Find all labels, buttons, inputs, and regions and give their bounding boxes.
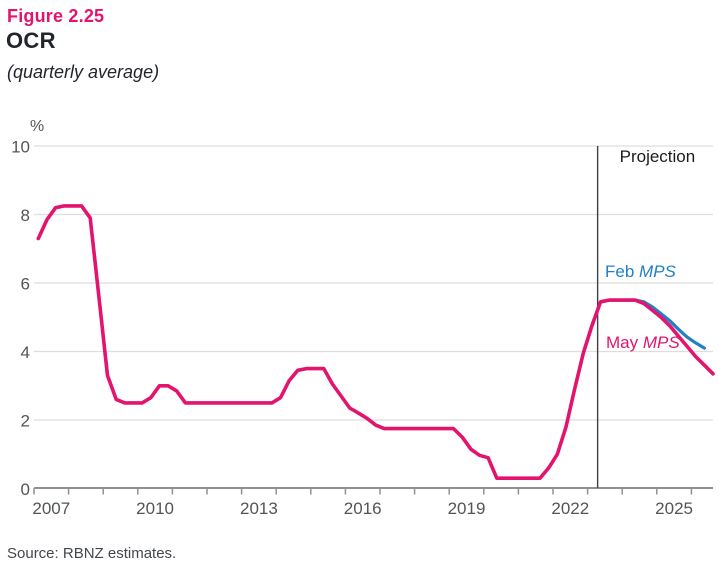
may-mps-line	[36, 204, 715, 481]
may-mps-label: May MPS	[606, 333, 680, 352]
chart-title: OCR	[6, 28, 56, 53]
x-axis-labels: 2007 2010 2013 2016 2019 2022 2025	[32, 499, 693, 518]
x-tick-label: 2013	[240, 499, 278, 518]
x-tick-label: 2022	[551, 499, 589, 518]
y-tick-label: 6	[21, 275, 30, 294]
y-tick-label: 8	[21, 206, 30, 225]
feb-mps-label: Feb MPS	[605, 262, 677, 281]
y-tick-label: 4	[21, 343, 30, 362]
projection-label: Projection	[620, 147, 696, 166]
y-axis-unit-label: %	[30, 118, 44, 135]
source-note: Source: RBNZ estimates.	[7, 545, 177, 562]
x-tick-label: 2019	[448, 499, 486, 518]
figure-number: Figure 2.25	[7, 6, 105, 26]
y-axis-labels: 0 2 4 6 8 10	[11, 138, 30, 500]
x-tick-label: 2016	[344, 499, 382, 518]
x-tick-label: 2007	[32, 499, 70, 518]
x-tick-label: 2025	[655, 499, 693, 518]
chart-subtitle: (quarterly average)	[7, 62, 160, 82]
y-tick-label: 0	[21, 480, 30, 499]
y-tick-label: 10	[11, 138, 30, 157]
x-tick-label: 2010	[136, 499, 174, 518]
y-tick-label: 2	[21, 412, 30, 431]
x-axis	[33, 487, 713, 495]
gridlines	[34, 145, 713, 421]
